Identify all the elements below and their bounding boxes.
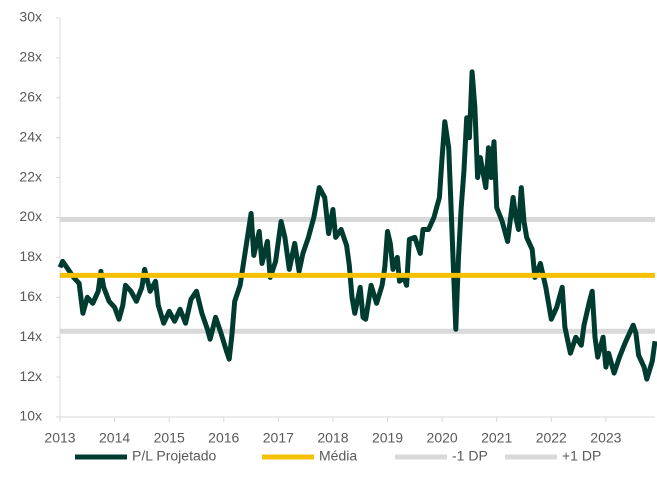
x-tick-label: 2016 — [208, 430, 239, 446]
y-tick-label: 22x — [19, 168, 42, 184]
x-tick-label: 2023 — [590, 430, 621, 446]
x-tick-label: 2013 — [44, 430, 75, 446]
series-line — [57, 69, 657, 382]
y-tick-label: 20x — [19, 208, 42, 224]
y-tick-label: 14x — [19, 328, 42, 344]
x-tick-label: 2018 — [317, 430, 348, 446]
x-tick-label: 2015 — [154, 430, 185, 446]
x-tick-label: 2017 — [263, 430, 294, 446]
y-tick-label: 10x — [19, 408, 42, 424]
y-tick-label: 12x — [19, 368, 42, 384]
x-tick-label: 2021 — [481, 430, 512, 446]
x-tick-label: 2019 — [372, 430, 403, 446]
y-tick-label: 18x — [19, 248, 42, 264]
x-tick-label: 2014 — [99, 430, 130, 446]
x-tick-label: 2022 — [536, 430, 567, 446]
y-tick-label: 28x — [19, 49, 42, 65]
legend-label: P/L Projetado — [132, 448, 217, 464]
legend-label: -1 DP — [452, 448, 488, 464]
x-tick-label: 2020 — [427, 430, 458, 446]
y-tick-label: 30x — [19, 9, 42, 25]
y-tick-label: 26x — [19, 89, 42, 105]
legend-label: +1 DP — [562, 448, 601, 464]
legend-label: Média — [319, 448, 357, 464]
y-tick-label: 24x — [19, 128, 42, 144]
y-tick-label: 16x — [19, 288, 42, 304]
